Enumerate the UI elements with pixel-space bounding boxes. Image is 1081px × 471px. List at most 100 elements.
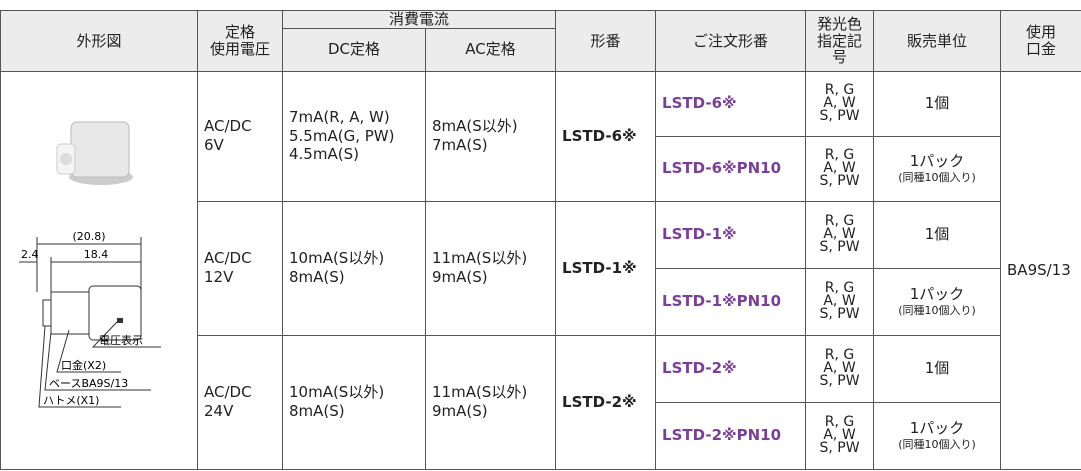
table-row: LSTD-6※PN10 R, G A, W S, PW 1パック (同種10個入り): [1, 135, 1081, 202]
dc-text: 8mA(S): [289, 268, 345, 286]
voltage-mark: [117, 317, 123, 323]
header-text: 発光色: [817, 15, 863, 33]
ac-cell: 11mA(S以外) 9mA(S): [424, 334, 557, 470]
color-code: R, G: [824, 81, 855, 98]
order-cell: LSTD-6※PN10: [655, 135, 807, 202]
color-code: A, W: [823, 292, 856, 309]
lamp-outline: [42, 299, 52, 326]
unit-text: (同種10個入り): [898, 438, 976, 451]
voltage-text: AC/DC: [204, 117, 252, 136]
color-cell: R, G A, W S, PW: [805, 200, 875, 269]
order-code: LSTD-1※: [662, 225, 737, 244]
leader: [44, 331, 151, 390]
order-cell: LSTD-1※: [655, 200, 807, 269]
voltage-cell: AC/DC 12V: [197, 200, 283, 336]
ac-text: 9mA(S): [432, 268, 488, 286]
header-cell: 形番: [555, 10, 657, 72]
dc-text: 4.5mA(S): [289, 145, 359, 164]
dc-cell: 10mA(S以外) 8mA(S): [282, 334, 426, 470]
header-text: DC定格: [327, 40, 381, 59]
color-code: S, PW: [819, 306, 860, 323]
figure-label: 口金(X2): [61, 358, 106, 372]
dc-cell: 7mA(R, A, W) 5.5mA(G, PW) 4.5mA(S): [282, 70, 426, 202]
leader: [91, 321, 161, 347]
header-cell: ご注文形番: [655, 10, 807, 72]
figure-label: ハトメ(X1): [43, 394, 99, 407]
voltage-text: 6V: [204, 136, 224, 154]
figure-label: ベースBA9S/13: [49, 377, 128, 390]
model-text: LSTD-6※: [562, 126, 637, 145]
dc-cell: 10mA(S以外) 8mA(S): [282, 200, 426, 336]
figure-label: 電圧表示: [99, 333, 143, 347]
ac-cell: 8mA(S以外) 7mA(S): [424, 70, 557, 202]
unit-cell: 1パック (同種10個入り): [873, 135, 1002, 202]
voltage-text: 24V: [204, 402, 234, 420]
ac-text: 8mA(S以外): [432, 117, 518, 136]
unit-cell: 1個: [873, 200, 1002, 269]
header-cell: 定格 使用電圧: [197, 10, 283, 72]
header-text: AC定格: [465, 40, 516, 59]
unit-text: 1パック: [909, 285, 965, 304]
unit-text: 1個: [924, 359, 950, 378]
header-text: ご注文形番: [693, 31, 769, 50]
color-cell: R, G A, W S, PW: [805, 334, 875, 403]
color-code: A, W: [823, 159, 856, 176]
color-code: S, PW: [819, 239, 860, 256]
color-code: R, G: [824, 212, 855, 229]
model-cell: LSTD-6※: [555, 70, 657, 202]
voltage-text: 12V: [204, 268, 234, 286]
header-cell: 外形図: [0, 10, 198, 72]
header-cell: 販売単位: [873, 10, 1002, 72]
color-code: S, PW: [819, 440, 860, 457]
lamp-lens-detail: [60, 152, 72, 165]
lamp-outline: [50, 291, 90, 334]
base-text: BA9S/13: [1007, 260, 1071, 279]
header-text: 消費電流: [389, 10, 450, 28]
table-row: LSTD-1※PN10 R, G A, W S, PW 1パック (同種10個入り): [1, 267, 1081, 336]
header-cell: AC定格: [424, 27, 557, 72]
header-text: 口金: [1026, 39, 1057, 58]
model-cell: LSTD-2※: [555, 334, 657, 470]
color-code: R, G: [824, 279, 855, 296]
dim-label: 2.4: [21, 248, 39, 261]
unit-text: 1パック: [909, 152, 965, 171]
header-text: 販売単位: [907, 31, 968, 50]
header-row: 外形図 定格 使用電圧 消費電流 形番 ご注文形番 発光色 指定記号 販売単位 使用 口金: [0, 10, 1081, 72]
unit-text: 1個: [924, 94, 950, 113]
order-code: LSTD-6※: [662, 94, 737, 113]
order-cell: LSTD-6※: [655, 70, 807, 137]
unit-text: 1パック: [909, 419, 965, 438]
order-cell: LSTD-2※PN10: [655, 401, 807, 470]
dc-text: 10mA(S以外): [289, 249, 385, 268]
model-text: LSTD-2※: [562, 392, 637, 411]
color-code: A, W: [823, 426, 856, 443]
spec-table: 外形図 定格 使用電圧 消費電流 形番 ご注文形番 発光色 指定記号 販売単位 使用 口金 DC定格 A…: [0, 10, 1081, 470]
ac-text: 11mA(S以外): [432, 383, 528, 402]
model-cell: LSTD-1※: [555, 200, 657, 336]
model-text: LSTD-1※: [562, 258, 637, 277]
lamp-body: [70, 121, 130, 177]
ac-text: 11mA(S以外): [432, 249, 528, 268]
header-cell: 発光色 指定記号: [805, 10, 875, 72]
header-text: 使用: [1026, 23, 1057, 42]
color-code: S, PW: [819, 173, 860, 190]
figure: (20.8) 18.4 2.4 電圧表示 口金(X2) ベースBA9S/13 ハ…: [19, 121, 161, 407]
dc-text: 10mA(S以外): [289, 383, 385, 402]
header-text: 指定記号: [817, 31, 863, 66]
lamp-outline: [88, 285, 142, 340]
leader: [38, 325, 121, 407]
voltage-cell: AC/DC 24V: [197, 334, 283, 470]
ac-text: 7mA(S): [432, 136, 488, 154]
unit-cell: 1個: [873, 70, 1002, 137]
voltage-cell: AC/DC 6V: [197, 70, 283, 202]
order-code: LSTD-2※PN10: [662, 426, 782, 445]
unit-text: (同種10個入り): [898, 171, 976, 184]
table-row: (20.8) 18.4 2.4 電圧表示 口金(X2) ベースBA9S/13 ハ…: [0, 70, 1081, 470]
voltage-text: AC/DC: [204, 249, 252, 268]
order-code: LSTD-2※: [662, 359, 737, 378]
unit-cell: 1パック (同種10個入り): [873, 267, 1002, 336]
color-cell: R, G A, W S, PW: [805, 267, 875, 336]
dc-text: 5.5mA(G, PW): [289, 126, 395, 145]
color-code: A, W: [823, 225, 856, 242]
header-text: 定格: [224, 23, 255, 42]
